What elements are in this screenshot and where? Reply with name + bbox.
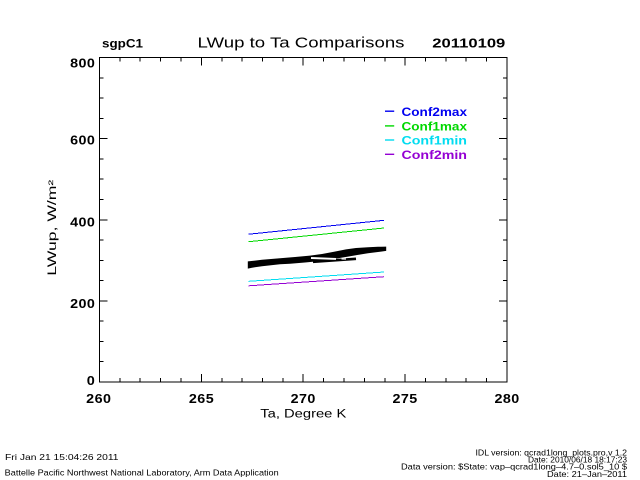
svg-text:Fri Jan 21 15:04:26 2011: Fri Jan 21 15:04:26 2011 <box>5 452 119 462</box>
svg-text:260: 260 <box>86 391 111 406</box>
svg-text:LWup, W/m²: LWup, W/m² <box>47 179 59 275</box>
svg-text:800: 800 <box>70 55 95 70</box>
svg-text:Date: 2010/06/18 18:17:23: Date: 2010/06/18 18:17:23 <box>528 454 627 464</box>
svg-text:400: 400 <box>70 214 95 229</box>
svg-text:Date: 21–Jan–2011: Date: 21–Jan–2011 <box>547 469 627 479</box>
svg-text:Conf2max: Conf2max <box>402 105 468 119</box>
svg-text:270: 270 <box>291 391 316 406</box>
svg-text:LWup to Ta Comparisons: LWup to Ta Comparisons <box>198 34 405 51</box>
svg-text:sgpC1: sgpC1 <box>102 37 143 51</box>
svg-text:Conf1max: Conf1max <box>402 120 468 134</box>
svg-text:IDL version: qcrad1long_plots.: IDL version: qcrad1long_plots.pro,v 1.2 <box>476 447 628 457</box>
svg-text:600: 600 <box>70 132 95 147</box>
svg-text:Conf2min: Conf2min <box>402 148 468 162</box>
svg-text:Ta, Degree K: Ta, Degree K <box>260 408 346 420</box>
svg-text:0: 0 <box>87 373 96 388</box>
svg-text:Conf1min: Conf1min <box>402 134 468 148</box>
svg-text:200: 200 <box>70 296 95 311</box>
svg-text:265: 265 <box>189 391 214 406</box>
svg-text:20110109: 20110109 <box>432 35 505 50</box>
svg-text:275: 275 <box>393 391 418 406</box>
svg-text:Data version: $State: vap–qcra: Data version: $State: vap–qcrad1long–4.7… <box>401 462 627 472</box>
svg-text:Battelle Pacific Northwest Nat: Battelle Pacific Northwest National Labo… <box>5 468 279 478</box>
svg-text:280: 280 <box>495 391 520 406</box>
